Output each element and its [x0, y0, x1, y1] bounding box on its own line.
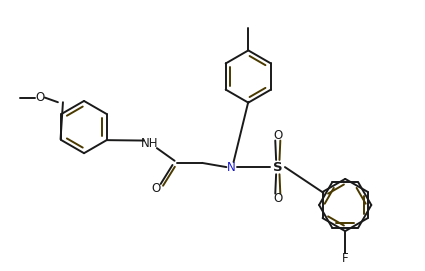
Text: NH: NH: [141, 137, 158, 150]
Text: O: O: [273, 129, 283, 142]
Text: S: S: [273, 161, 283, 174]
Text: F: F: [342, 252, 348, 265]
Text: O: O: [151, 182, 160, 195]
Text: N: N: [227, 161, 236, 174]
Text: O: O: [273, 192, 283, 205]
Text: O: O: [35, 91, 44, 104]
